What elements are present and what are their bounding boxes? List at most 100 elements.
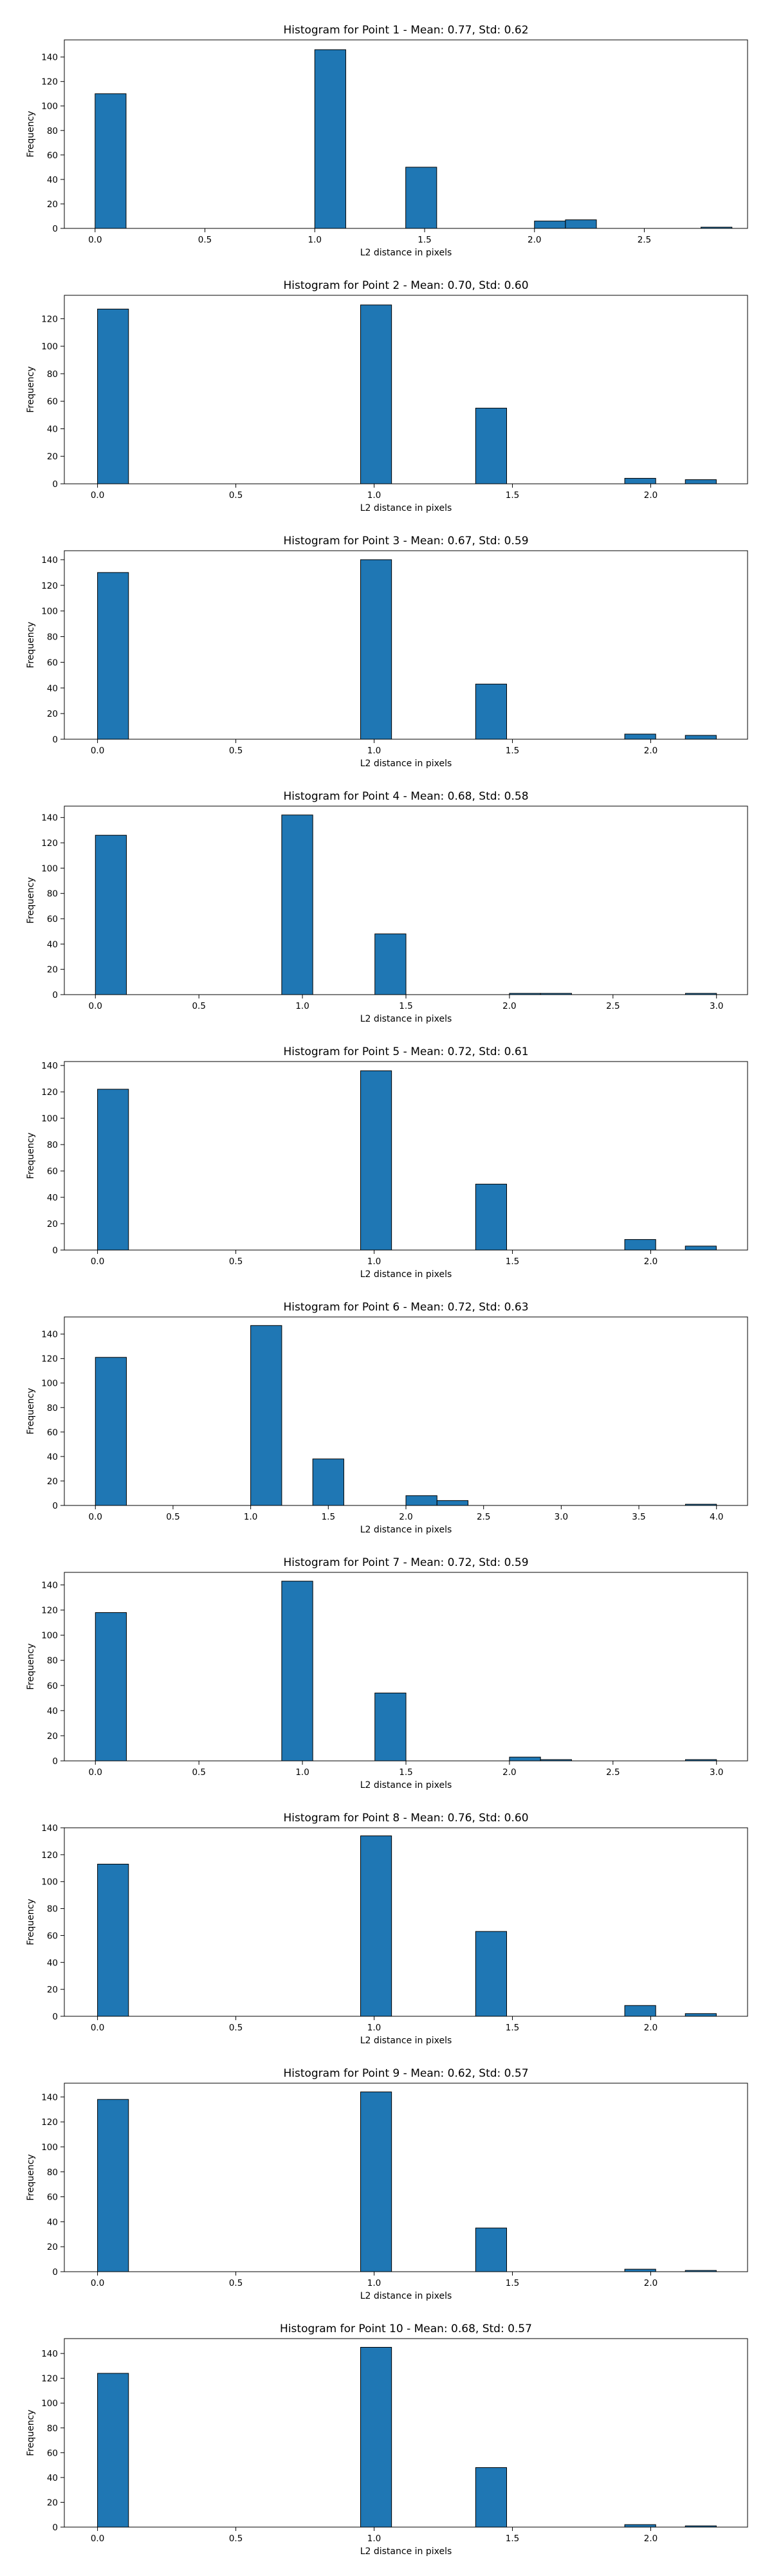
y-tick-label: 100 (41, 102, 58, 112)
histogram-bar (685, 479, 717, 484)
histogram-bar (685, 2013, 717, 2017)
x-tick-label: 3.5 (632, 1512, 645, 1522)
y-tick-label: 100 (41, 1379, 58, 1389)
histogram-panel-4: Histogram for Point 4 - Mean: 0.68, Std:… (26, 790, 748, 1024)
histogram-bar (250, 1325, 282, 1506)
y-axis-label: Frequency (26, 366, 36, 412)
y-tick-label: 100 (41, 2142, 58, 2153)
x-tick-label: 0.5 (192, 1001, 205, 1011)
y-tick-label: 20 (47, 199, 58, 210)
y-tick-label: 40 (47, 1958, 58, 1968)
histogram-bar (97, 2373, 129, 2528)
histogram-bar (475, 1931, 508, 2017)
y-tick-label: 80 (47, 632, 58, 643)
x-tick-label: 0.5 (192, 1767, 205, 1778)
histogram-bar (360, 2346, 392, 2528)
x-tick-label: 4.0 (710, 1512, 723, 1522)
x-axis-label: L2 distance in pixels (360, 503, 452, 513)
histogram-bar (405, 167, 437, 229)
x-tick-label: 0.5 (229, 746, 243, 756)
y-tick-label: 40 (47, 683, 58, 694)
y-tick-label: 0 (52, 224, 58, 234)
histogram-bar (314, 49, 346, 229)
y-tick-label: 40 (47, 424, 58, 434)
x-tick-label: 0.5 (229, 2534, 243, 2544)
x-tick-label: 1.5 (506, 2278, 519, 2288)
x-tick-label: 0.5 (166, 1512, 179, 1522)
y-axis-label: Frequency (26, 1132, 36, 1179)
y-tick-label: 60 (47, 1428, 58, 1438)
y-tick-label: 40 (47, 939, 58, 950)
histogram-bar (624, 2005, 656, 2017)
histogram-bar (685, 1246, 717, 1251)
chart-title: Histogram for Point 5 - Mean: 0.72, Std:… (283, 1045, 528, 1058)
x-tick-label: 0.5 (229, 2023, 243, 2033)
x-tick-label: 1.5 (418, 235, 431, 245)
x-axis-label: L2 distance in pixels (360, 2036, 452, 2046)
y-tick-label: 0 (52, 735, 58, 745)
y-tick-label: 140 (41, 2349, 58, 2359)
y-tick-label: 80 (47, 1140, 58, 1150)
y-tick-label: 80 (47, 2167, 58, 2178)
y-tick-label: 0 (52, 2012, 58, 2022)
x-tick-label: 1.0 (367, 2023, 381, 2033)
x-axis-label: L2 distance in pixels (360, 2291, 452, 2301)
y-tick-label: 40 (47, 1706, 58, 1716)
histogram-bar (360, 2092, 392, 2272)
x-axis-label: L2 distance in pixels (360, 759, 452, 769)
y-tick-label: 80 (47, 369, 58, 380)
x-tick-label: 1.0 (367, 2534, 381, 2544)
x-tick-label: 0.0 (91, 746, 104, 756)
chart-title: Histogram for Point 6 - Mean: 0.72, Std:… (283, 1301, 528, 1314)
x-tick-label: 1.0 (244, 1512, 257, 1522)
y-tick-label: 20 (47, 1219, 58, 1229)
x-axis-label: L2 distance in pixels (360, 1780, 452, 1790)
x-tick-label: 2.0 (528, 235, 541, 245)
histogram-bar (475, 2227, 508, 2272)
histogram-bar (624, 733, 656, 740)
histogram-bar (374, 934, 407, 995)
axes-frame (64, 2338, 748, 2528)
x-tick-label: 0.0 (88, 235, 102, 245)
y-tick-label: 0 (52, 1501, 58, 1511)
y-tick-label: 120 (41, 1354, 58, 1365)
y-tick-label: 100 (41, 863, 58, 874)
histogram-bar (685, 735, 717, 740)
histogram-bar (360, 1070, 392, 1251)
y-tick-label: 20 (47, 1985, 58, 1995)
histogram-bar (97, 308, 129, 484)
y-tick-label: 0 (52, 2267, 58, 2277)
x-tick-label: 1.5 (322, 1512, 335, 1522)
y-tick-label: 120 (41, 581, 58, 591)
y-tick-label: 100 (41, 1631, 58, 1641)
histogram-bar (475, 683, 508, 740)
y-tick-label: 0 (52, 2523, 58, 2533)
x-axis-label: L2 distance in pixels (360, 1525, 452, 1535)
y-tick-label: 0 (52, 479, 58, 490)
histogram-bar (624, 1239, 656, 1251)
y-tick-label: 80 (47, 1656, 58, 1666)
y-tick-label: 140 (41, 1823, 58, 1834)
chart-title: Histogram for Point 8 - Mean: 0.76, Std:… (283, 1812, 528, 1825)
histogram-bar (534, 221, 566, 229)
x-tick-label: 1.5 (506, 1256, 519, 1267)
y-tick-label: 80 (47, 2424, 58, 2434)
histogram-bar (281, 1581, 313, 1762)
y-tick-label: 0 (52, 990, 58, 1000)
y-axis-label: Frequency (26, 2154, 36, 2200)
axes-frame (64, 39, 748, 229)
y-tick-label: 20 (47, 2498, 58, 2508)
histogram-bar (509, 1756, 541, 1762)
x-tick-label: 1.0 (367, 490, 381, 501)
x-tick-label: 0.0 (91, 2278, 104, 2288)
y-tick-label: 20 (47, 709, 58, 719)
x-tick-label: 1.0 (367, 746, 381, 756)
x-tick-label: 2.5 (606, 1001, 620, 1011)
histogram-panel-10: Histogram for Point 10 - Mean: 0.68, Std… (26, 2323, 748, 2557)
y-tick-label: 60 (47, 1681, 58, 1691)
y-tick-label: 60 (47, 1931, 58, 1941)
histogram-bar (95, 93, 127, 229)
histogram-panel-5: Histogram for Point 5 - Mean: 0.72, Std:… (26, 1045, 748, 1280)
y-tick-label: 120 (41, 838, 58, 849)
x-tick-label: 2.0 (502, 1767, 516, 1778)
